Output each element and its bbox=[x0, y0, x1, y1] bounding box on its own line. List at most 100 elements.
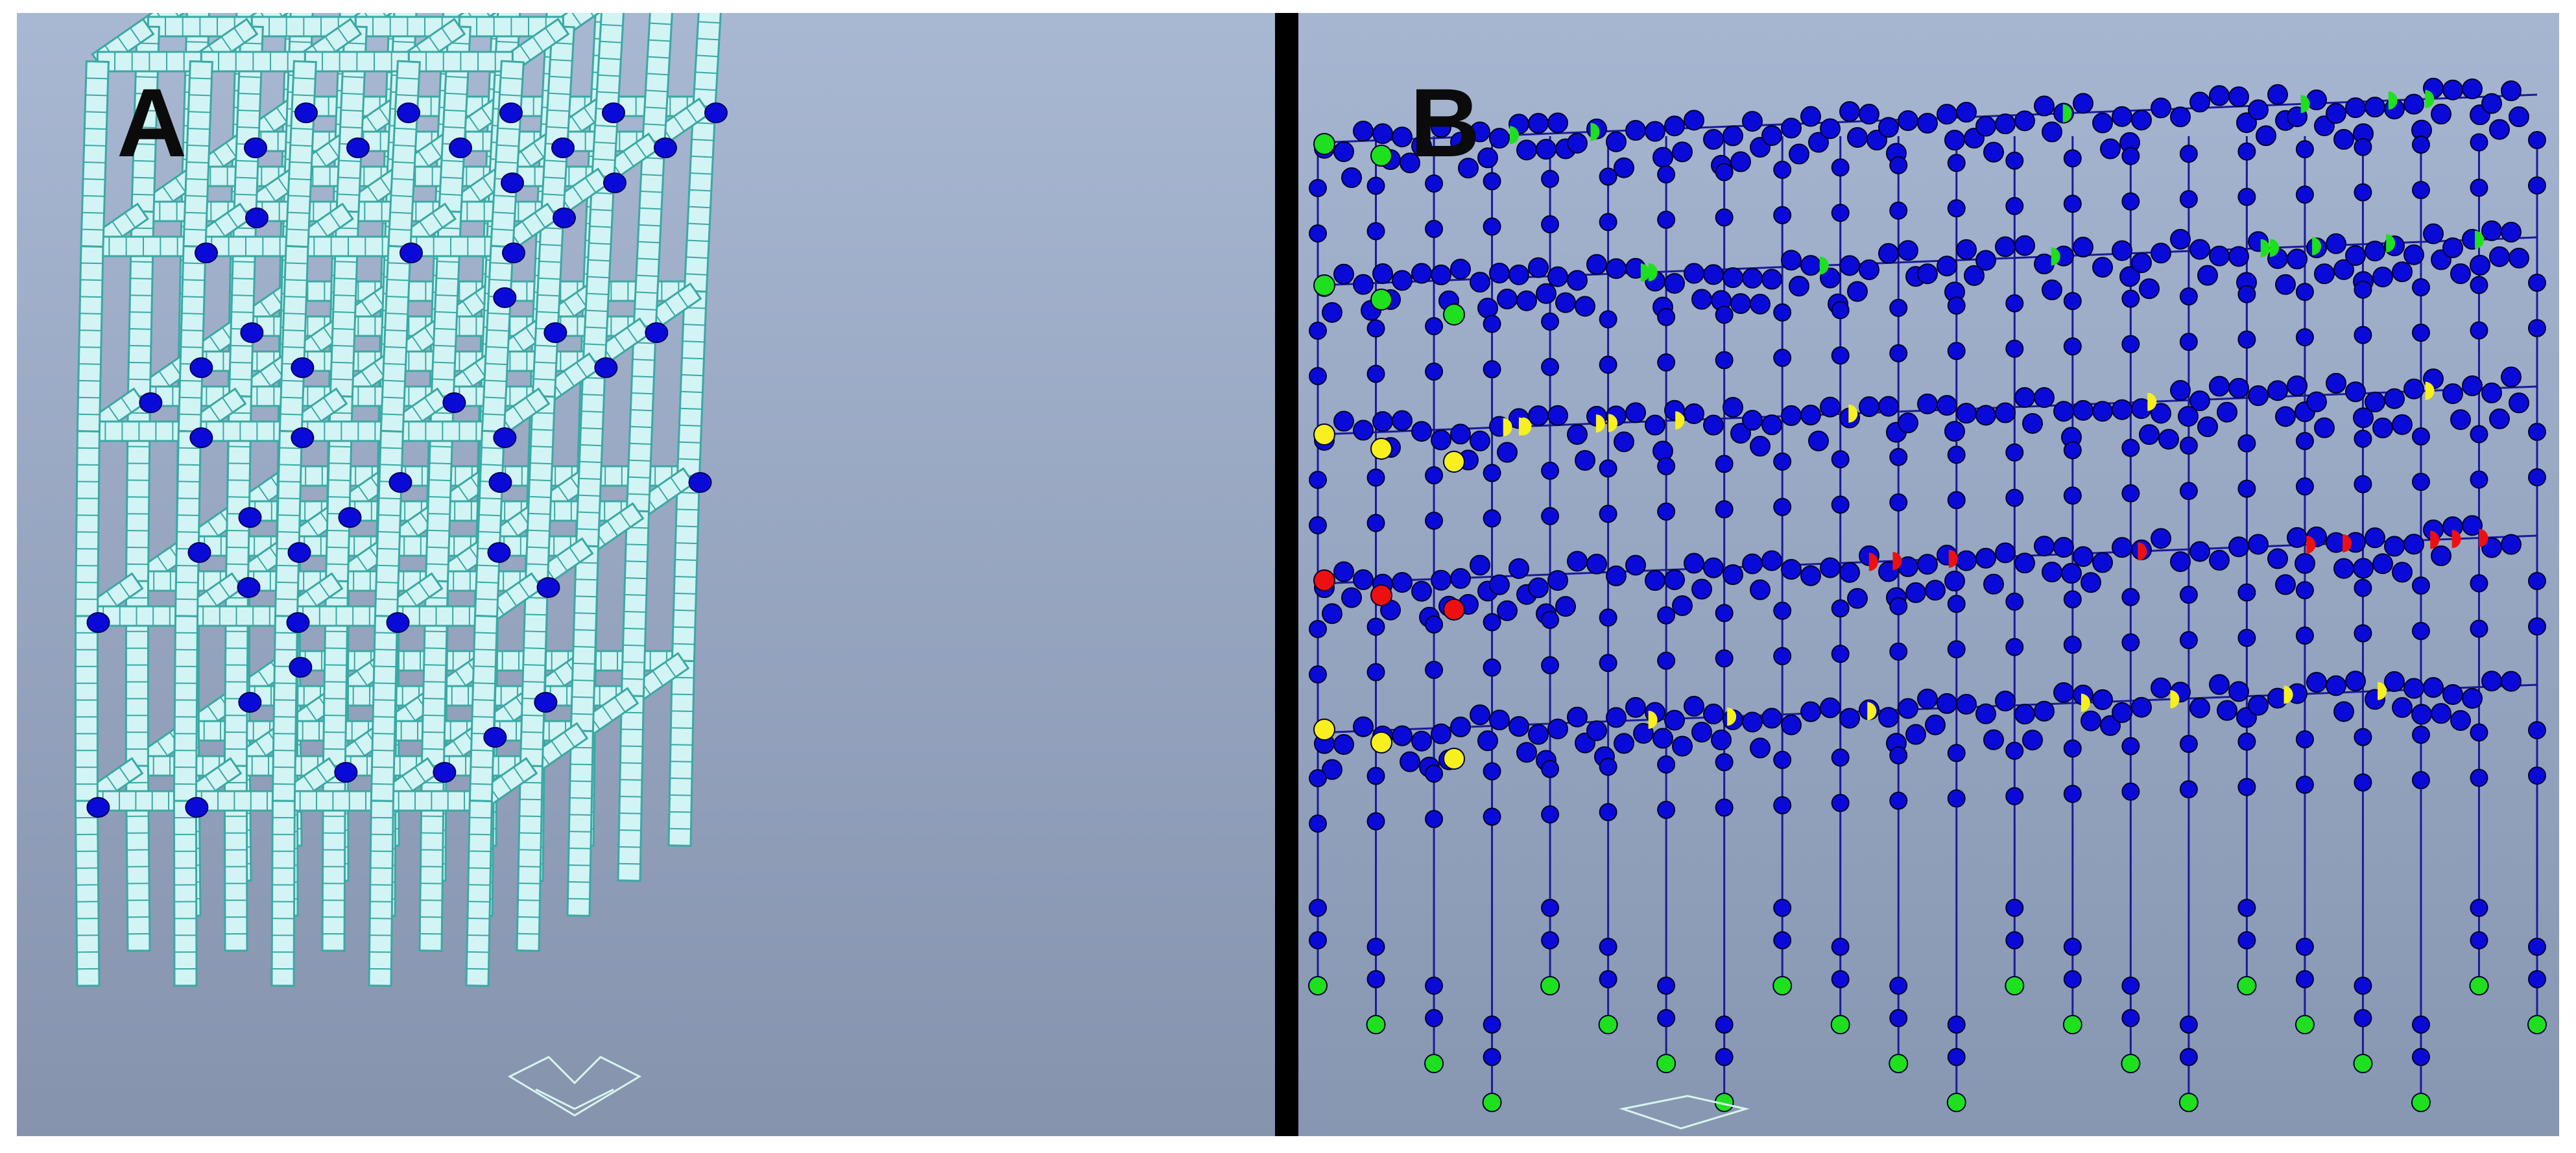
hinge-blue bbox=[1889, 977, 1908, 995]
mesh-tick bbox=[462, 370, 474, 387]
hinge-blue bbox=[1703, 264, 1724, 285]
hinge-marker bbox=[433, 762, 457, 783]
mesh-tick bbox=[228, 446, 251, 448]
hinge-blue bbox=[1497, 442, 1518, 463]
hinge-blue bbox=[2528, 721, 2546, 739]
frame-member bbox=[74, 430, 101, 617]
frame-hinge-view-b bbox=[1298, 13, 2559, 1136]
hinge-blue bbox=[1889, 447, 1908, 466]
mesh-tick bbox=[519, 798, 542, 801]
mesh-tick bbox=[162, 185, 174, 202]
hinge-blue bbox=[2295, 938, 2314, 956]
hinge-marker bbox=[291, 357, 315, 378]
hinge-blue bbox=[1483, 762, 1501, 781]
hinge-blue bbox=[2384, 536, 2405, 557]
mesh-tick bbox=[697, 38, 719, 41]
hinge-green-base bbox=[2062, 1015, 2082, 1034]
hinge-blue bbox=[2005, 741, 2024, 760]
mesh-tick bbox=[441, 160, 464, 163]
hinge-partial bbox=[2430, 530, 2440, 549]
hinge-blue bbox=[1715, 604, 1734, 623]
hinge-blue bbox=[1956, 550, 1977, 571]
hinge-blue bbox=[1431, 569, 1451, 591]
hinge-blue bbox=[2470, 723, 2488, 742]
hinge-blue bbox=[1800, 106, 1821, 127]
hinge-blue bbox=[1509, 716, 1529, 737]
hinge-partial bbox=[1819, 256, 1829, 275]
hinge-blue bbox=[1878, 707, 1899, 728]
hinge-blue bbox=[1645, 414, 1665, 436]
hinge-blue bbox=[1366, 222, 1385, 241]
hinge-blue bbox=[2528, 319, 2546, 337]
hinge-blue bbox=[1366, 617, 1385, 636]
mesh-tick bbox=[571, 115, 582, 132]
mesh-tick bbox=[435, 294, 458, 297]
hinge-blue bbox=[1536, 139, 1556, 160]
mesh-tick bbox=[187, 144, 209, 147]
hinge-blue bbox=[2442, 237, 2463, 259]
hinge-blue bbox=[2073, 93, 2093, 114]
mesh-tick bbox=[129, 311, 152, 313]
hinge-blue bbox=[2411, 427, 2430, 446]
hinge-blue bbox=[2063, 636, 2082, 654]
mesh-tick bbox=[280, 413, 303, 416]
hinge-blue bbox=[1353, 716, 1374, 737]
hinge-blue bbox=[2237, 732, 2256, 751]
hinge-blue bbox=[1509, 558, 1529, 579]
hinge-partial bbox=[2388, 91, 2398, 110]
hinge-state-node bbox=[1313, 569, 1335, 591]
mesh-tick bbox=[380, 447, 403, 449]
mesh-tick bbox=[204, 775, 217, 792]
mesh-tick bbox=[496, 40, 519, 43]
hinge-blue bbox=[1878, 396, 1899, 417]
mesh-tick bbox=[673, 115, 685, 132]
hinge-blue bbox=[2005, 151, 2024, 170]
mesh-tick bbox=[622, 661, 645, 663]
mesh-tick bbox=[376, 581, 399, 584]
mesh-tick bbox=[637, 257, 660, 261]
hinge-green-base bbox=[2353, 1054, 2373, 1073]
hinge-blue bbox=[2121, 484, 2140, 503]
mesh-tick bbox=[130, 278, 152, 279]
mesh-tick bbox=[539, 260, 562, 263]
hinge-blue bbox=[1599, 355, 1617, 374]
hinge-state-node bbox=[1443, 451, 1465, 473]
mesh-tick bbox=[124, 212, 136, 228]
mesh-tick bbox=[623, 644, 645, 647]
mesh-tick bbox=[590, 13, 595, 18]
hinge-blue bbox=[1555, 596, 1576, 617]
hinge-blue bbox=[2411, 622, 2430, 641]
mesh-tick bbox=[474, 632, 497, 634]
hinge-blue bbox=[1889, 493, 1908, 512]
mesh-tick bbox=[540, 244, 562, 246]
hinge-blue bbox=[1715, 208, 1734, 227]
hinge-blue bbox=[2365, 241, 2385, 262]
mesh-tick bbox=[443, 126, 466, 129]
hinge-blue bbox=[2005, 931, 2024, 949]
frame-member bbox=[368, 800, 394, 987]
hinge-blue bbox=[1341, 587, 1362, 608]
mesh-tick bbox=[618, 846, 641, 848]
hinge-blue bbox=[2121, 782, 2140, 801]
hinge-blue bbox=[1431, 264, 1451, 285]
hinge-blue bbox=[1859, 259, 1879, 280]
hinge-blue bbox=[1684, 696, 1704, 717]
mesh-tick bbox=[278, 481, 301, 483]
hinge-green-base bbox=[1540, 976, 1560, 995]
mesh-tick bbox=[436, 277, 459, 280]
hinge-blue bbox=[1599, 757, 1617, 776]
mesh-tick bbox=[542, 193, 565, 196]
hinge-blue bbox=[1353, 420, 1374, 441]
hinge-marker bbox=[189, 357, 213, 378]
hinge-marker bbox=[602, 102, 625, 123]
mesh-tick bbox=[512, 405, 525, 422]
hinge-state-node bbox=[1370, 438, 1392, 460]
hinge-blue bbox=[1975, 405, 1996, 426]
hinge-blue bbox=[2073, 237, 2093, 258]
mesh-tick bbox=[669, 778, 692, 779]
hinge-blue bbox=[2237, 187, 2256, 206]
mesh-tick bbox=[418, 150, 429, 167]
mesh-tick bbox=[424, 630, 447, 633]
hinge-blue bbox=[2139, 424, 2160, 446]
hinge-blue bbox=[1691, 722, 1712, 743]
